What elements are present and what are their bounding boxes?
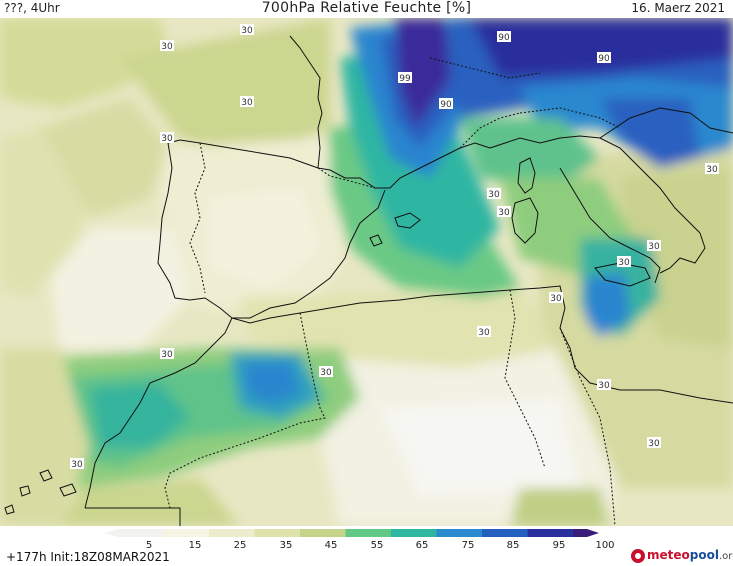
contour-label: 30 xyxy=(70,458,84,470)
contour-label: 30 xyxy=(705,163,719,175)
map-title: 700hPa Relative Feuchte [%] xyxy=(261,0,472,16)
svg-text:99: 99 xyxy=(399,74,411,84)
meteopool-logo[interactable]: meteopool.org xyxy=(631,548,733,564)
legend-labels: 5 15 25 35 45 55 65 75 85 95 100 xyxy=(0,540,733,554)
contour-label: 30 xyxy=(240,24,254,36)
humidity-field xyxy=(0,18,733,526)
svg-text:30: 30 xyxy=(648,439,660,449)
contour-labels: 30 30 30 30 30 30 30 30 30 30 30 30 30 3… xyxy=(70,24,719,470)
legend-label: 35 xyxy=(279,540,293,551)
contour-label: 30 xyxy=(597,379,611,391)
contour-label: 90 xyxy=(439,98,453,110)
svg-text:30: 30 xyxy=(320,368,332,378)
svg-text:30: 30 xyxy=(241,26,253,36)
svg-text:30: 30 xyxy=(498,208,510,218)
legend-label: 100 xyxy=(595,540,615,551)
logo-mark-icon xyxy=(631,549,645,563)
legend-swatch xyxy=(482,529,528,537)
svg-text:90: 90 xyxy=(498,33,510,43)
svg-text:30: 30 xyxy=(161,134,173,144)
contour-label: 30 xyxy=(487,188,501,200)
contour-label: 30 xyxy=(477,326,491,338)
legend-label: 15 xyxy=(188,540,202,551)
legend xyxy=(0,526,733,566)
contour-label: 90 xyxy=(497,31,511,43)
contour-label: 30 xyxy=(497,206,511,218)
contour-label: 99 xyxy=(398,72,412,84)
logo-text: meteopool.org xyxy=(647,548,733,562)
contour-label: 30 xyxy=(319,366,333,378)
legend-swatch xyxy=(573,529,587,537)
svg-text:30: 30 xyxy=(241,98,253,108)
legend-label: 65 xyxy=(415,540,429,551)
svg-text:30: 30 xyxy=(550,294,562,304)
legend-swatch xyxy=(163,529,209,537)
contour-label: 30 xyxy=(160,40,174,52)
legend-label: 25 xyxy=(233,540,247,551)
legend-swatch xyxy=(527,529,573,537)
legend-swatch xyxy=(300,529,346,537)
humidity-map: 30 30 30 30 30 30 30 30 30 30 30 30 30 3… xyxy=(0,18,733,526)
legend-label: 45 xyxy=(324,540,338,551)
contour-label: 30 xyxy=(647,240,661,252)
contour-label: 30 xyxy=(160,348,174,360)
svg-text:30: 30 xyxy=(71,460,83,470)
svg-text:90: 90 xyxy=(598,54,610,64)
svg-text:30: 30 xyxy=(478,328,490,338)
contour-label: 30 xyxy=(240,96,254,108)
legend-swatch xyxy=(345,529,391,537)
svg-text:30: 30 xyxy=(598,381,610,391)
contour-label: 30 xyxy=(647,437,661,449)
legend-swatch xyxy=(209,529,255,537)
contour-label: 30 xyxy=(617,256,631,268)
legend-label: 5 xyxy=(145,540,153,551)
contour-label: 30 xyxy=(160,132,174,144)
legend-label: 75 xyxy=(461,540,475,551)
contour-label: 30 xyxy=(549,292,563,304)
svg-text:30: 30 xyxy=(488,190,500,200)
init-time-label: +177h Init:18Z08MAR2021 xyxy=(6,550,170,564)
svg-text:30: 30 xyxy=(648,242,660,252)
legend-swatch xyxy=(254,529,300,537)
legend-swatch xyxy=(118,529,164,537)
legend-colorbar xyxy=(104,529,599,537)
svg-text:30: 30 xyxy=(161,350,173,360)
legend-label: 85 xyxy=(506,540,520,551)
svg-text:90: 90 xyxy=(440,100,452,110)
forecast-date: 16. Maerz 2021 xyxy=(631,1,725,15)
legend-swatch xyxy=(436,529,482,537)
legend-swatch xyxy=(587,529,599,537)
svg-text:30: 30 xyxy=(706,165,718,175)
svg-text:30: 30 xyxy=(618,258,630,268)
title-bar: ???, 4Uhr 700hPa Relative Feuchte [%] 16… xyxy=(0,0,733,18)
svg-text:30: 30 xyxy=(161,42,173,52)
legend-swatch xyxy=(391,529,437,537)
legend-label: 95 xyxy=(552,540,566,551)
legend-label: 55 xyxy=(370,540,384,551)
contour-label: 90 xyxy=(597,52,611,64)
location-time-label: ???, 4Uhr xyxy=(4,1,60,15)
legend-swatch xyxy=(104,529,118,537)
